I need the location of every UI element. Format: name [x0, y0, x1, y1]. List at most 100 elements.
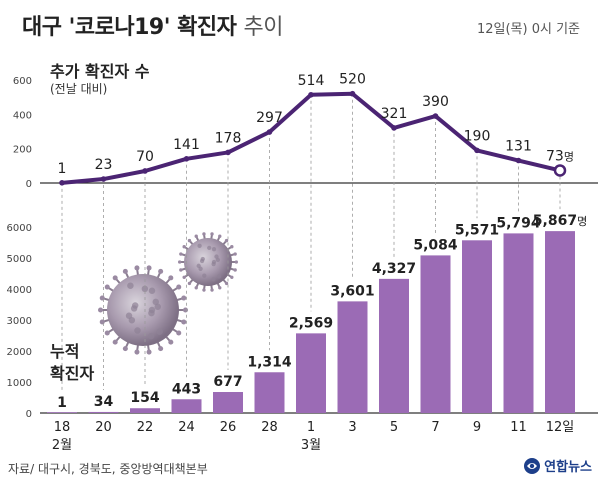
virus-spike-tip — [104, 330, 110, 336]
cumulative-bars: 1 34 154 443 677 1,314 2,569 3,601 4,327 5,0845,5… — [47, 213, 587, 413]
x-tick-label: 1 — [307, 420, 315, 435]
virus-spike-tip — [202, 232, 206, 236]
cumulative-bar — [296, 333, 326, 413]
virus-body — [184, 238, 232, 286]
source-note: 자료/ 대구시, 경북도, 중앙방역대책본부 — [8, 462, 208, 476]
virus-spike-tip — [134, 349, 140, 355]
virus-texture — [211, 261, 216, 267]
x-tick-label: 28 — [261, 420, 278, 435]
top-chart-sublabel: (전날 대비) — [50, 82, 108, 96]
cumulative-bar — [503, 233, 534, 413]
daily-value-label: 1 — [58, 161, 67, 177]
x-tick-label: 20 — [95, 420, 112, 435]
virus-spike-tip — [187, 238, 192, 243]
cumulative-unit: 명 — [577, 215, 587, 228]
cumulative-value-label: 2,569 — [289, 315, 333, 331]
bottom-y-tick-label: 2000 — [7, 347, 32, 358]
daily-point — [142, 168, 148, 174]
virus-spike-tip — [146, 265, 152, 271]
virus-body — [107, 274, 179, 346]
bottom-y-tick-label: 5000 — [7, 254, 32, 265]
virus-texture — [127, 282, 134, 289]
cumulative-bar — [171, 399, 202, 413]
daily-value-label: 70 — [136, 149, 154, 165]
daily-value-label: 23 — [95, 157, 113, 173]
x-tick-label: 22 — [137, 420, 154, 435]
daily-unit: 명 — [564, 150, 574, 163]
cumulative-value-label: 443 — [172, 381, 201, 397]
virus-texture — [200, 256, 205, 262]
cumulative-value-label: 1 — [57, 395, 67, 411]
virus-spike-tip — [202, 288, 206, 292]
virus-spike-tip — [179, 252, 183, 256]
bottom-chart-label-line2: 확진자 — [50, 364, 95, 383]
virus-texture — [148, 309, 155, 317]
cumulative-value-label: 154 — [130, 390, 159, 406]
x-tick-label: 5 — [390, 420, 398, 435]
top-y-tick-label: 400 — [13, 110, 32, 121]
virus-texture — [125, 312, 133, 320]
title-trend: 추이 — [243, 15, 284, 40]
daily-point — [391, 125, 397, 131]
cumulative-value-label: 4,327 — [372, 261, 416, 277]
virus-spike-tip — [218, 286, 222, 290]
title-main: 대구 '코로나19' 확진자 — [22, 15, 237, 40]
cumulative-bar — [254, 372, 285, 413]
virus-spike-tip — [176, 284, 182, 290]
x-tick-label: 3 — [348, 420, 356, 435]
cumulative-bar — [420, 255, 451, 413]
cumulative-bar — [337, 301, 368, 413]
cumulative-value-label: 5,084 — [413, 237, 458, 253]
virus-texture — [211, 277, 216, 282]
bottom-y-tick-label: 1000 — [7, 378, 32, 389]
cumulative-value-label: 3,601 — [330, 283, 374, 299]
virus-spike-tip — [134, 265, 140, 271]
virus-spike-tip — [210, 232, 214, 236]
virus-spike-tip — [112, 339, 118, 345]
virus-texture — [196, 263, 201, 269]
x-tick-label: 18 — [54, 420, 71, 435]
yonhap-logo-text: 연합뉴스 — [544, 460, 592, 475]
virus-texture — [197, 243, 202, 248]
x-tick-label: 12일 — [546, 420, 575, 435]
cumulative-bar — [545, 231, 575, 413]
virus-illustration — [98, 232, 239, 355]
virus-spike-tip — [122, 268, 128, 274]
bottom-chart-label: 누적 확진자 — [50, 341, 94, 385]
top-chart-axis: 0 200 400 600 — [13, 76, 598, 190]
virus-spike-tip — [112, 275, 118, 281]
bottom-y-tick-label: 0 — [26, 409, 32, 420]
virus-spike-tip — [210, 288, 214, 292]
virus-spike-tip — [99, 319, 105, 325]
daily-value-label: 520 — [339, 72, 366, 88]
daily-point — [308, 91, 314, 98]
yonhap-logo-icon — [524, 457, 541, 474]
date-note: 12일(목) 0시 기준 — [476, 22, 580, 37]
cumulative-value-label: 5,571 — [455, 222, 499, 238]
x-tick-label: 11 — [510, 420, 527, 435]
virus-texture — [156, 328, 163, 335]
daily-point — [225, 149, 231, 156]
x-month-label: 2월 — [52, 438, 72, 453]
virus-icon — [178, 232, 239, 292]
cumulative-value-label: 5,794 — [496, 215, 541, 231]
cumulative-value-label: 677 — [213, 374, 242, 390]
daily-point — [515, 157, 522, 164]
daily-point — [266, 129, 273, 135]
virus-spike-tip — [233, 252, 237, 256]
top-chart-label: 추가 확진자 수 — [50, 62, 150, 81]
virus-spike-tip — [182, 275, 186, 279]
virus-spike-tip — [146, 349, 152, 355]
bottom-y-tick-label: 4000 — [7, 285, 32, 296]
daily-value-label: 514 — [298, 73, 325, 89]
cumulative-bar — [213, 392, 243, 413]
daily-value-label: 190 — [464, 128, 491, 144]
virus-texture — [216, 274, 222, 279]
daily-value-label: 321 — [381, 106, 408, 122]
x-tick-label: 24 — [178, 420, 195, 435]
virus-icon — [98, 265, 188, 355]
virus-spike-tip — [99, 295, 105, 301]
virus-spike-tip — [181, 319, 187, 325]
daily-value-label: 178 — [215, 130, 242, 146]
